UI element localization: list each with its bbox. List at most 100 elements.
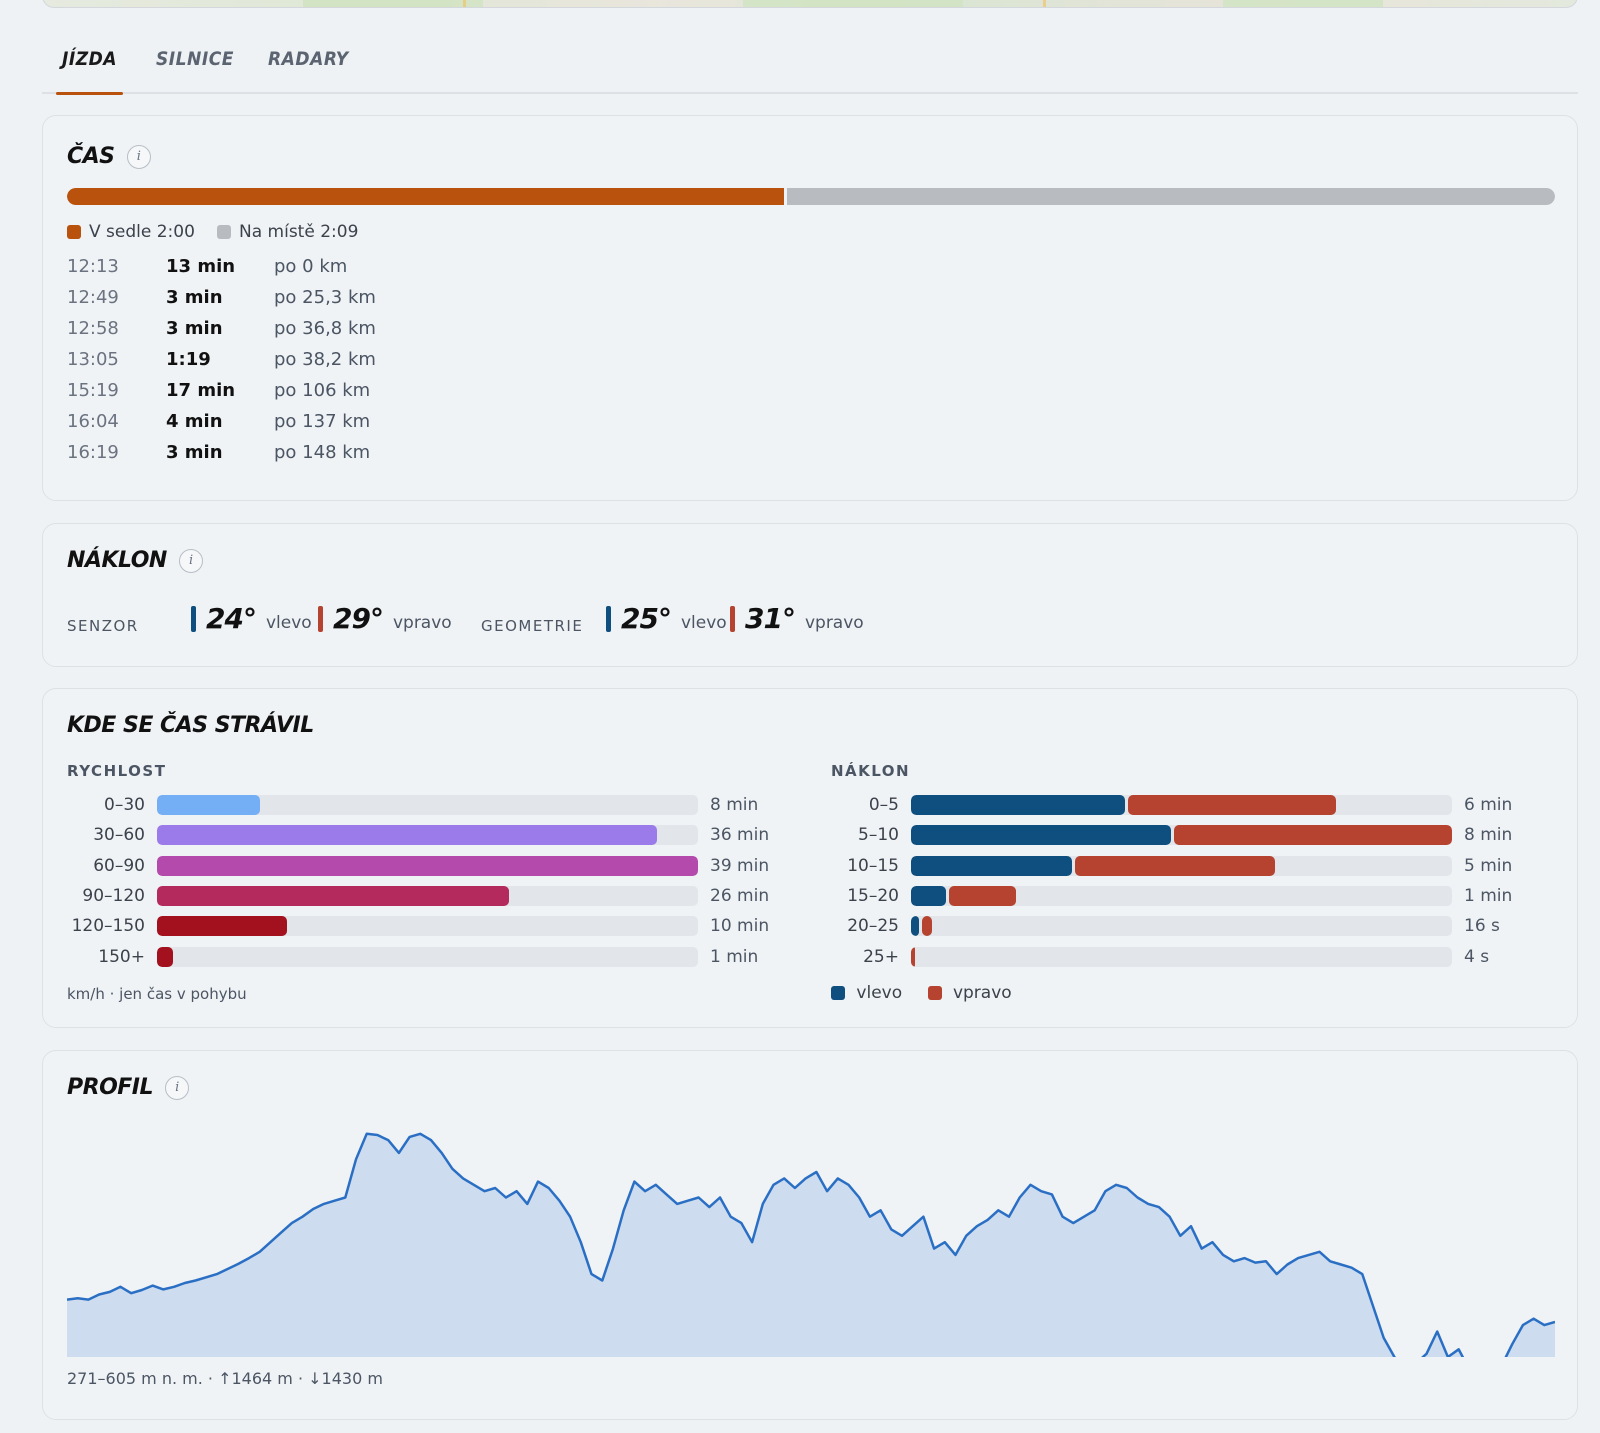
speed-category: 30–60 [93, 825, 145, 846]
geometry-right-label: vpravo [804, 613, 864, 633]
time-bar-moving [67, 188, 785, 205]
stop-duration: 1:19 [166, 349, 211, 370]
stop-time: 16:04 [67, 411, 119, 432]
left-marker [606, 605, 611, 632]
lean-title-text: NÁKLON [67, 548, 167, 573]
lean-row: 0–5 6 min [821, 794, 1512, 816]
left-marker [191, 605, 196, 632]
speed-row: 30–60 36 min [67, 824, 769, 846]
legend-moving-label: V sedle 2:00 [89, 222, 195, 242]
legend-stopped: Na místě 2:09 [217, 222, 358, 242]
lean-category: 25+ [863, 946, 899, 967]
profile-summary: 271–605 m n. m. · ↑1464 m · ↓1430 m [67, 1369, 383, 1388]
speed-category: 60–90 [93, 855, 145, 876]
lean-category: 5–10 [858, 825, 899, 846]
stop-distance: po 38,2 km [274, 349, 376, 370]
map-area [743, 0, 963, 7]
speed-category: 120–150 [71, 916, 145, 937]
map-road [1043, 0, 1046, 7]
stop-distance: po 36,8 km [274, 318, 376, 339]
lean-track [911, 916, 1452, 937]
legend-stopped-label: Na místě 2:09 [239, 222, 359, 242]
lean-category: 10–15 [847, 855, 899, 876]
speed-row: 60–90 39 min [67, 855, 769, 877]
speed-track [157, 855, 698, 876]
lean-row: 15–20 1 min [821, 885, 1512, 907]
lean-title: NÁKLON i [67, 548, 203, 573]
stop-duration: 13 min [166, 256, 236, 277]
info-icon[interactable]: i [126, 144, 151, 169]
stop-distance: po 25,3 km [274, 287, 376, 308]
stop-row: 12:49 3 min po 25,3 km [67, 287, 376, 317]
time-title-text: ČAS [67, 144, 115, 169]
sensor-right: 29° vpravo [318, 602, 452, 635]
sensor-right-value: 29° [333, 602, 384, 635]
speed-track [157, 825, 698, 846]
stop-time: 12:58 [67, 318, 119, 339]
speed-value: 26 min [710, 885, 770, 906]
stop-distance: po 106 km [274, 380, 371, 401]
time-title: ČAS i [67, 144, 151, 169]
geometry-left: 25° vlevo [606, 602, 727, 635]
lean-category: 20–25 [847, 916, 899, 937]
lean-left-bar [911, 825, 1171, 846]
lean-track [911, 855, 1452, 876]
lean-value: 16 s [1464, 916, 1500, 937]
map-road [463, 0, 466, 7]
geometry-right: 31° vpravo [730, 602, 864, 635]
speed-bar [157, 795, 260, 815]
speed-value: 39 min [710, 855, 770, 876]
stop-row: 16:04 4 min po 137 km [67, 411, 370, 441]
lean-value: 1 min [1464, 885, 1513, 906]
speed-value: 1 min [710, 946, 759, 967]
tab-jizda[interactable]: JÍZDA [55, 48, 124, 95]
where-card: KDE SE ČAS STRÁVIL RYCHLOST NÁKLON 0–30 8… [42, 688, 1578, 1028]
geometry-left-label: vlevo [680, 613, 727, 633]
speed-row: 150+ 1 min [67, 946, 758, 968]
stop-time: 16:19 [67, 442, 119, 463]
sensor-right-label: vpravo [392, 613, 452, 633]
lean-track [911, 825, 1452, 846]
tab-silnice[interactable]: SILNICE [156, 48, 234, 70]
lean-row: 10–15 5 min [821, 855, 1512, 877]
where-title: KDE SE ČAS STRÁVIL [67, 713, 314, 738]
profile-card: PROFIL i 271–605 m n. m. · ↑1464 m · ↓14… [42, 1050, 1578, 1420]
speed-bar [157, 916, 287, 937]
speed-bar [157, 855, 698, 876]
info-icon[interactable]: i [178, 548, 203, 573]
stop-distance: po 137 km [274, 411, 371, 432]
lean-track [911, 946, 1452, 967]
lean-row: 25+ 4 s [821, 946, 1489, 968]
map-preview[interactable] [42, 0, 1578, 8]
geometry-left-value: 25° [621, 602, 672, 635]
legend-right-label: vpravo [952, 983, 1012, 1003]
lean-track [911, 795, 1452, 815]
lean-track [911, 885, 1452, 906]
lean-value: 6 min [1464, 795, 1513, 815]
lean-right-bar [1075, 855, 1276, 876]
elevation-chart[interactable] [67, 1121, 1555, 1357]
time-bar [67, 188, 1555, 205]
tab-bar: JÍZDA SILNICE RADARY [42, 40, 1578, 95]
lean-left-bar [911, 916, 920, 937]
lean-legend: vlevo vpravo [831, 983, 1012, 1003]
lean-card: NÁKLON i SENZOR 24° vlevo 29° vpravo GEO… [42, 523, 1578, 667]
legend-moving-swatch [67, 225, 81, 239]
lean-right-bar [1173, 825, 1452, 846]
lean-value: 5 min [1464, 855, 1513, 876]
stop-row: 15:19 17 min po 106 km [67, 380, 370, 410]
speed-track [157, 885, 698, 906]
speed-track [157, 795, 698, 815]
geometry-right-value: 31° [745, 602, 796, 635]
info-icon[interactable]: i [165, 1075, 189, 1100]
stop-duration: 17 min [166, 380, 236, 401]
lean-right-bar [922, 916, 932, 937]
speed-track [157, 946, 698, 967]
lean-right-bar [911, 946, 916, 967]
stop-duration: 3 min [166, 318, 223, 339]
stop-row: 13:05 1:19 po 38,2 km [67, 349, 376, 379]
speed-bar [157, 825, 658, 846]
speed-value: 36 min [710, 825, 770, 846]
tab-radary[interactable]: RADARY [268, 48, 349, 70]
stop-duration: 3 min [166, 287, 223, 308]
